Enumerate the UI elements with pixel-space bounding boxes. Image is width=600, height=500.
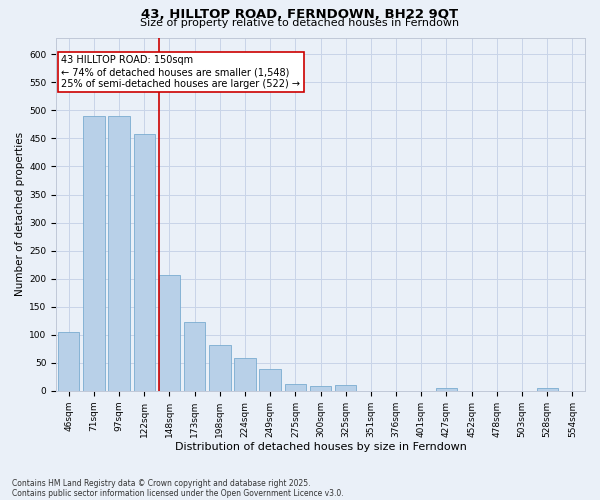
Text: 43 HILLTOP ROAD: 150sqm
← 74% of detached houses are smaller (1,548)
25% of semi: 43 HILLTOP ROAD: 150sqm ← 74% of detache…: [61, 56, 300, 88]
Bar: [536, 388, 558, 391]
Bar: [235, 358, 256, 391]
Bar: [209, 345, 230, 391]
Bar: [58, 332, 79, 391]
Bar: [184, 322, 205, 391]
Bar: [335, 385, 356, 391]
Text: Size of property relative to detached houses in Ferndown: Size of property relative to detached ho…: [140, 18, 460, 28]
Text: 43, HILLTOP ROAD, FERNDOWN, BH22 9QT: 43, HILLTOP ROAD, FERNDOWN, BH22 9QT: [142, 8, 458, 20]
Bar: [436, 388, 457, 391]
Bar: [83, 116, 104, 391]
Bar: [109, 116, 130, 391]
Y-axis label: Number of detached properties: Number of detached properties: [15, 132, 25, 296]
X-axis label: Distribution of detached houses by size in Ferndown: Distribution of detached houses by size …: [175, 442, 467, 452]
Text: Contains HM Land Registry data © Crown copyright and database right 2025.
Contai: Contains HM Land Registry data © Crown c…: [12, 479, 344, 498]
Bar: [134, 134, 155, 391]
Bar: [259, 369, 281, 391]
Bar: [159, 274, 180, 391]
Bar: [310, 386, 331, 391]
Bar: [284, 384, 306, 391]
